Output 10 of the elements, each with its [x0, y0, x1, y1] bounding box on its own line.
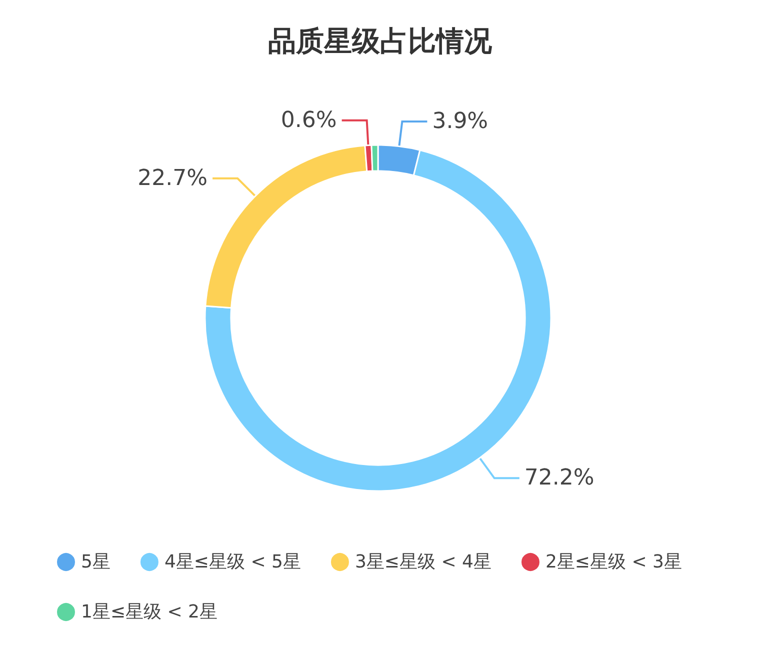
legend-label: 4星≤星级 < 5星: [164, 552, 301, 572]
data-label: 22.7%: [138, 166, 208, 191]
legend-label: 3星≤星级 < 4星: [354, 552, 492, 572]
chart-title: 品质星级占比情况: [268, 24, 493, 58]
legend-label: 2星≤星级 < 3星: [545, 552, 682, 572]
data-label: 72.2%: [524, 466, 594, 491]
legend-label: 5星: [81, 552, 110, 572]
data-label: 3.9%: [432, 108, 488, 134]
data-label: 0.6%: [280, 108, 337, 133]
legend-label: 1星≤星级 < 2星: [81, 602, 218, 622]
